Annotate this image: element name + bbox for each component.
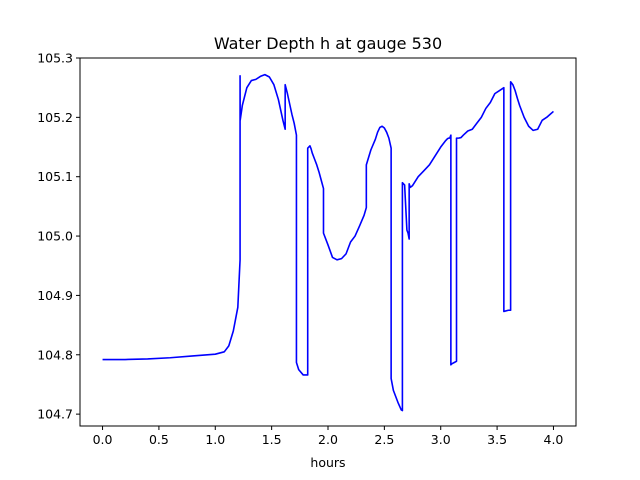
x-tick-label: 2.0	[318, 432, 338, 447]
x-axis: 0.0 0.5 1.0 1.5 2.0 2.5 3.0 3.5 4.0	[93, 426, 564, 447]
plot-frame	[79, 57, 577, 427]
x-tick-label: 4.0	[544, 432, 564, 447]
y-tick-label: 105.2	[37, 110, 73, 125]
series-line	[102, 73, 554, 412]
x-tick-label: 0.0	[93, 432, 113, 447]
y-tick-label: 104.7	[37, 407, 73, 422]
x-tick-label: 3.0	[431, 432, 451, 447]
series-layer	[102, 73, 554, 412]
y-axis: 104.7 104.8 104.9 105.0 105.1 105.2 105.3	[37, 51, 80, 422]
y-tick-label: 105.1	[37, 169, 73, 184]
x-axis-label: hours	[310, 455, 345, 470]
x-tick-label: 1.5	[262, 432, 282, 447]
y-tick-label: 104.9	[37, 288, 73, 303]
x-tick-label: 0.5	[149, 432, 169, 447]
x-tick-label: 2.5	[374, 432, 394, 447]
chart-title: Water Depth h at gauge 530	[214, 34, 442, 53]
x-tick-label: 1.0	[205, 432, 225, 447]
y-tick-label: 105.3	[37, 51, 73, 66]
x-tick-label: 3.5	[487, 432, 507, 447]
y-tick-label: 104.8	[37, 347, 73, 362]
y-tick-label: 105.0	[37, 229, 73, 244]
